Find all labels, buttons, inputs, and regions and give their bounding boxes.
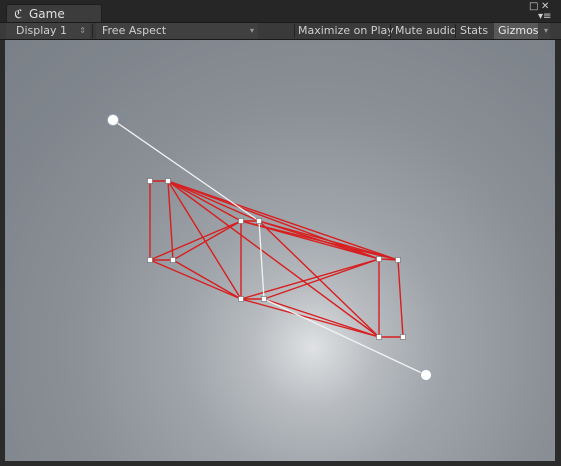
ray-polyline — [112, 119, 427, 376]
wire-edge — [172, 259, 242, 300]
ray-end-sphere — [420, 369, 432, 381]
wire-edge — [149, 220, 242, 261]
wire-nodes — [147, 178, 406, 340]
stats-toggle[interactable]: Stats — [460, 24, 489, 37]
wire-frame — [149, 180, 404, 338]
ray-line — [107, 114, 432, 381]
wire-edge — [167, 180, 242, 300]
mute-audio-toggle[interactable]: Mute audio — [395, 24, 457, 37]
lock-icon[interactable]: □ — [529, 1, 539, 12]
wire-node — [400, 334, 406, 340]
wire-edge — [167, 180, 174, 261]
wire-edge — [167, 180, 242, 222]
wire-node — [165, 178, 171, 184]
tab-game[interactable]: ℭ Game — [6, 4, 102, 23]
wire-node — [147, 178, 153, 184]
toolbar-divider — [92, 24, 93, 38]
wire-node — [261, 296, 267, 302]
wire-edge — [167, 180, 380, 338]
menu-icon[interactable]: ▾≡ — [538, 11, 552, 22]
close-icon[interactable]: ✕ — [541, 1, 550, 12]
wire-node — [238, 218, 244, 224]
wire-edge — [172, 220, 242, 261]
wire-node — [238, 296, 244, 302]
tab-game-label: Game — [29, 7, 65, 21]
wire-edge — [240, 298, 380, 338]
game-view[interactable] — [5, 40, 555, 461]
display-dropdown[interactable]: Display 1 ⇕ — [6, 23, 90, 39]
wire-node — [376, 256, 382, 262]
wire-node — [376, 334, 382, 340]
wire-edge — [258, 220, 380, 338]
display-label: Display 1 — [16, 24, 68, 37]
ray-start-sphere — [107, 114, 119, 126]
toolbar-divider — [390, 24, 391, 38]
toolbar-divider — [455, 24, 456, 38]
wire-edge — [263, 258, 380, 300]
game-toolbar: Display 1 ⇕ Free Aspect ▾ Maximize on Pl… — [0, 22, 561, 40]
wire-edge — [263, 298, 380, 338]
aspect-label: Free Aspect — [102, 24, 167, 37]
maximize-on-play-toggle[interactable]: Maximize on Play — [298, 24, 394, 37]
wire-edge — [149, 259, 242, 300]
wire-node — [170, 257, 176, 263]
chevron-down-icon: ▾ — [543, 26, 548, 35]
toolbar-divider — [294, 24, 295, 38]
gizmos-toggle[interactable]: Gizmos — [494, 23, 539, 39]
chevron-down-icon: ▾ — [249, 26, 254, 35]
window-titlebar: ℭ Game □ ✕ ▾≡ — [0, 0, 561, 23]
wire-edge — [397, 259, 404, 338]
wire-node — [256, 218, 262, 224]
gizmos-dropdown[interactable]: ▾ — [538, 23, 550, 39]
aspect-dropdown[interactable]: Free Aspect ▾ — [96, 23, 258, 39]
wire-edge — [167, 180, 399, 261]
wire-edge — [167, 180, 260, 222]
scene-render — [107, 114, 432, 381]
updown-arrow-icon: ⇕ — [79, 26, 86, 35]
wire-node — [395, 257, 401, 263]
wire-edge — [258, 220, 399, 261]
wire-node — [147, 257, 153, 263]
unity-game-icon: ℭ — [14, 7, 23, 21]
wire-edge — [378, 258, 399, 261]
